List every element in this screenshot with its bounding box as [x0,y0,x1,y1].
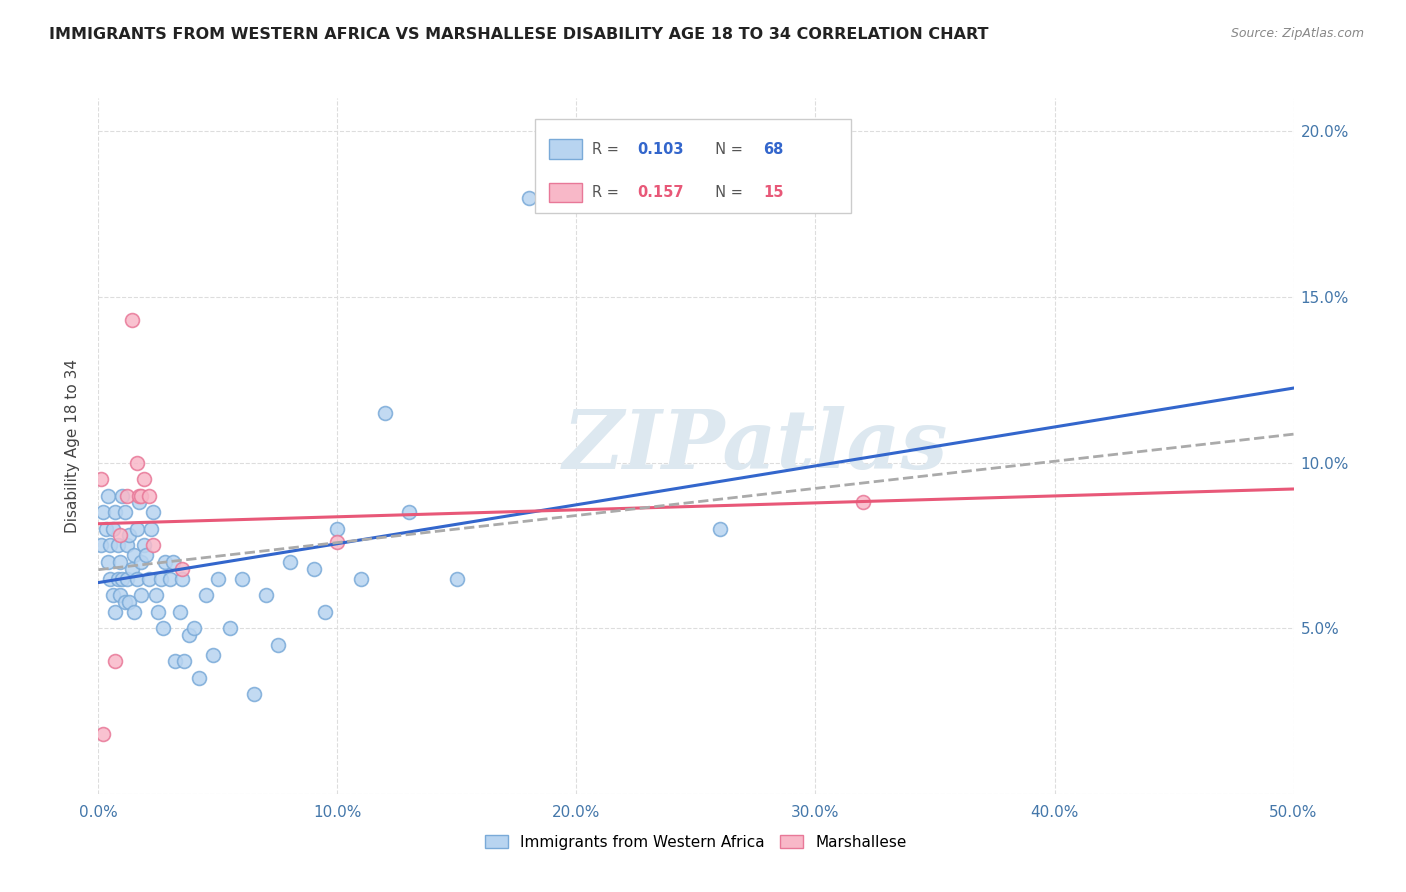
Point [132,472,155,486]
Point [145,588,167,602]
Point [128,495,150,509]
Point [101,522,124,536]
Point [142,538,165,552]
Point [131,555,153,569]
Point [111,572,134,586]
Point [219,621,242,635]
Point [107,538,129,552]
Point [183,621,205,635]
Point [207,572,229,586]
Point [179,628,201,642]
Point [108,528,131,542]
Point [128,489,150,503]
Point [104,605,127,619]
Point [326,535,349,549]
Point [132,538,155,552]
Point [124,605,146,619]
Point [155,555,177,569]
Point [315,605,337,619]
Point [148,605,170,619]
Point [149,572,172,586]
Point [121,313,143,327]
Point [267,638,290,652]
Point [115,538,138,552]
Point [118,595,141,609]
Point [90,538,112,552]
Point [163,654,186,668]
Point [202,648,225,662]
Point [243,688,266,702]
Text: R =: R = [592,142,623,157]
Point [115,572,138,586]
Point [173,654,195,668]
Point [121,561,143,575]
Point [115,489,138,503]
Point [98,572,122,586]
Point [125,522,148,536]
Point [162,555,184,569]
Point [108,555,131,569]
Point [104,505,127,519]
Point [159,572,181,586]
Text: IMMIGRANTS FROM WESTERN AFRICA VS MARSHALLESE DISABILITY AGE 18 TO 34 CORRELATIO: IMMIGRANTS FROM WESTERN AFRICA VS MARSHA… [49,27,988,42]
Point [91,505,114,519]
Point [142,505,165,519]
Point [187,671,209,685]
Point [114,595,136,609]
Point [852,495,875,509]
Point [124,549,146,563]
Point [131,588,153,602]
Point [169,605,191,619]
Point [231,572,253,586]
Point [114,505,136,519]
Point [94,522,117,536]
Point [125,572,148,586]
Point [254,588,277,602]
Point [172,561,194,575]
Point [138,572,160,586]
Text: Source: ZipAtlas.com: Source: ZipAtlas.com [1230,27,1364,40]
Point [125,456,148,470]
Point [517,190,540,204]
Point [97,489,120,503]
Text: ZIPatlas: ZIPatlas [562,406,949,486]
Text: N =: N = [706,185,747,200]
Point [195,588,218,602]
Point [152,621,174,635]
Point [278,555,301,569]
Point [139,522,162,536]
Point [302,561,325,575]
FancyBboxPatch shape [548,139,582,159]
Text: 68: 68 [763,142,783,157]
Point [350,572,373,586]
Point [98,538,122,552]
Legend: Immigrants from Western Africa, Marshallese: Immigrants from Western Africa, Marshall… [479,829,912,855]
Y-axis label: Disability Age 18 to 34: Disability Age 18 to 34 [65,359,80,533]
Point [135,549,157,563]
Text: 0.157: 0.157 [637,185,683,200]
Point [138,489,160,503]
Point [107,572,129,586]
Point [91,727,114,741]
FancyBboxPatch shape [534,119,852,213]
Text: N =: N = [706,142,747,157]
Point [172,572,194,586]
Point [90,472,112,486]
Point [709,522,731,536]
Point [108,588,131,602]
Text: R =: R = [592,185,623,200]
Point [104,654,127,668]
Point [446,572,468,586]
Point [97,555,120,569]
Point [111,489,134,503]
Point [101,588,124,602]
Point [118,528,141,542]
Text: 15: 15 [763,185,783,200]
Point [326,522,349,536]
Point [374,406,396,420]
FancyBboxPatch shape [548,183,582,202]
Point [398,505,420,519]
Text: 0.103: 0.103 [637,142,683,157]
Point [131,489,153,503]
